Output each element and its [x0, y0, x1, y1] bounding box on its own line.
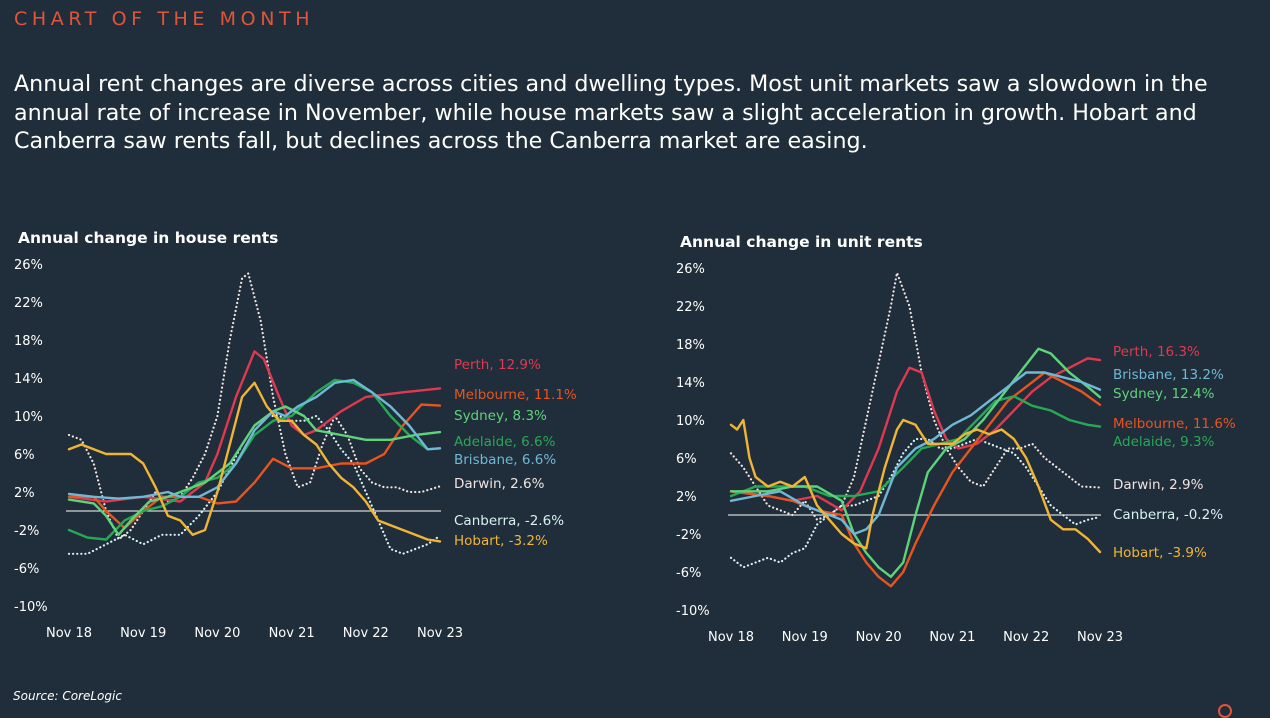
series-label-perth: Perth, 16.3% [1113, 344, 1200, 360]
x-tick-label: Nov 22 [343, 626, 389, 641]
series-label-sydney: Sydney, 12.4% [1113, 386, 1215, 402]
series-line-canberra [729, 437, 1102, 569]
y-tick-label: 22% [14, 296, 43, 311]
series-label-darwin: Darwin, 2.9% [1113, 477, 1204, 493]
x-tick-label: Nov 23 [417, 626, 463, 641]
x-tick-label: Nov 19 [120, 626, 166, 641]
series-label-hobart: Hobart, -3.9% [1113, 545, 1207, 561]
series-line-darwin [729, 271, 1102, 521]
series-line-perth [729, 357, 1102, 512]
y-tick-label: 10% [14, 410, 43, 425]
y-tick-label: -6% [14, 562, 39, 577]
x-tick-label: Nov 20 [856, 630, 902, 645]
x-tick-label: Nov 22 [1003, 630, 1049, 645]
y-tick-label: 10% [676, 414, 705, 429]
series-line-sydney [729, 347, 1102, 578]
y-tick-label: 18% [676, 338, 705, 353]
y-tick-label: -2% [676, 528, 701, 543]
headline: Annual rent changes are diverse across c… [14, 71, 1208, 154]
x-tick-label: Nov 19 [782, 630, 828, 645]
x-tick-label: Nov 23 [1077, 630, 1123, 645]
series-label-darwin: Darwin, 2.6% [454, 476, 545, 492]
chart-title: Annual change in unit rents [680, 233, 923, 251]
series-line-darwin [67, 272, 442, 541]
y-tick-label: 26% [676, 262, 705, 277]
y-tick-label: 6% [676, 452, 697, 467]
x-tick-label: Nov 21 [269, 626, 315, 641]
series-label-adelaide: Adelaide, 9.3% [1113, 434, 1215, 450]
series-label-perth: Perth, 12.9% [454, 357, 541, 373]
y-tick-label: 18% [14, 334, 43, 349]
x-tick-label: Nov 21 [929, 630, 975, 645]
series-line-brisbane [67, 378, 442, 500]
series-line-canberra [67, 414, 442, 555]
series-line-melbourne [729, 371, 1102, 588]
y-tick-label: 2% [14, 486, 35, 501]
series-label-sydney: Sydney, 8.3% [454, 408, 547, 424]
x-tick-label: Nov 18 [708, 630, 754, 645]
series-label-melbourne: Melbourne, 11.6% [1113, 416, 1236, 432]
series-label-canberra: Canberra, -0.2% [1113, 507, 1223, 523]
series-line-perth [67, 350, 442, 503]
series-label-melbourne: Melbourne, 11.1% [454, 387, 577, 403]
y-tick-label: -10% [676, 604, 710, 619]
series-label-canberra: Canberra, -2.6% [454, 513, 564, 529]
brand-mark-icon [1218, 704, 1232, 718]
kicker: CHART OF THE MONTH [14, 8, 315, 30]
series-line-adelaide [729, 395, 1102, 498]
y-tick-label: 14% [14, 372, 43, 387]
series-line-sydney [67, 405, 442, 536]
y-tick-label: 2% [676, 490, 697, 505]
house-rents-chart: Annual change in house rents 26% 22% 18% 14%… [14, 229, 577, 641]
source-note: Source: CoreLogic [13, 689, 122, 703]
series-label-brisbane: Brisbane, 13.2% [1113, 367, 1224, 383]
series-label-hobart: Hobart, -3.2% [454, 533, 548, 549]
y-tick-label: 26% [14, 258, 43, 273]
y-tick-label: 22% [676, 300, 705, 315]
chart-title: Annual change in house rents [18, 229, 278, 247]
series-line-hobart [67, 381, 442, 543]
y-tick-label: 14% [676, 376, 705, 391]
y-tick-label: -6% [676, 566, 701, 581]
series-label-brisbane: Brisbane, 6.6% [454, 452, 556, 468]
series-line-brisbane [729, 371, 1102, 536]
y-tick-label: -2% [14, 524, 39, 539]
y-tick-label: 6% [14, 448, 35, 463]
series-label-adelaide: Adelaide, 6.6% [454, 434, 556, 450]
series-line-hobart [729, 418, 1102, 554]
y-tick-label: -10% [14, 600, 48, 615]
series-line-adelaide [67, 378, 442, 541]
x-tick-label: Nov 18 [46, 626, 92, 641]
x-tick-label: Nov 20 [194, 626, 240, 641]
